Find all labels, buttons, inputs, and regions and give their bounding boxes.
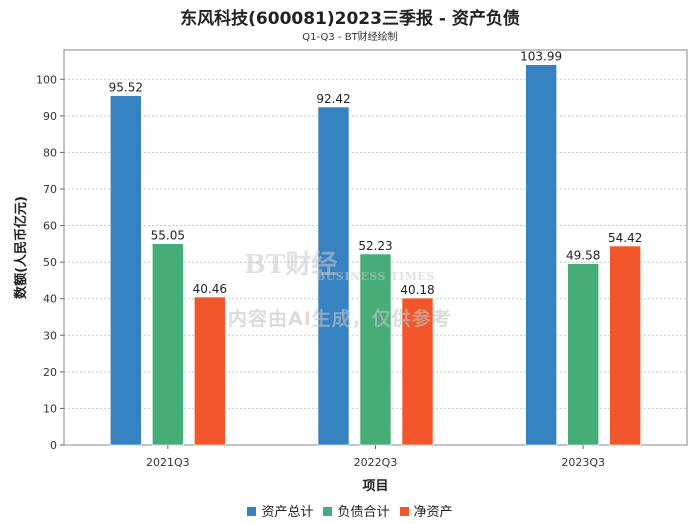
bar xyxy=(194,296,226,446)
bar xyxy=(401,297,434,446)
y-tick-label: 0 xyxy=(50,439,57,452)
x-tick-label: 2023Q3 xyxy=(561,456,605,469)
bar xyxy=(110,95,142,446)
legend: 资产总计 负债合计 净资产 xyxy=(0,501,700,520)
legend-label: 负债合计 xyxy=(337,505,390,520)
data-label: 54.42 xyxy=(608,231,642,245)
legend-swatch xyxy=(399,507,409,516)
y-tick-label: 60 xyxy=(43,220,57,233)
bar xyxy=(152,243,184,446)
legend-label: 资产总计 xyxy=(261,505,314,520)
data-label: 40.46 xyxy=(193,282,227,296)
legend-item: 净资产 xyxy=(399,501,453,520)
chart-title: 东风科技(600081)2023三季报 - 资产负债 xyxy=(180,9,520,29)
data-label: 92.42 xyxy=(316,92,350,106)
y-tick-label: 10 xyxy=(43,402,57,415)
bar xyxy=(567,263,599,446)
y-tick-label: 50 xyxy=(43,256,57,269)
data-label: 52.23 xyxy=(358,239,392,253)
x-tick-label: 2021Q3 xyxy=(146,456,190,469)
x-axis-label: 项目 xyxy=(362,479,388,494)
y-tick-label: 90 xyxy=(43,110,57,123)
data-label: 49.58 xyxy=(566,249,600,263)
y-tick-label: 80 xyxy=(43,146,57,159)
data-label: 95.52 xyxy=(109,81,143,95)
y-tick-label: 40 xyxy=(43,293,57,306)
chart-subtitle: Q1-Q3 - BT财经绘制 xyxy=(302,32,398,43)
bar xyxy=(317,106,350,446)
legend-swatch xyxy=(323,507,333,516)
y-tick-label: 30 xyxy=(43,329,57,342)
legend-item: 资产总计 xyxy=(247,501,313,520)
y-tick-label: 20 xyxy=(43,366,57,379)
data-label: 40.18 xyxy=(400,283,434,297)
data-label: 103.99 xyxy=(520,50,562,64)
data-label: 55.05 xyxy=(151,229,185,243)
x-tick-label: 2022Q3 xyxy=(354,456,398,469)
bar xyxy=(609,245,641,446)
legend-swatch xyxy=(247,507,257,516)
y-axis-label: 数额(人民币亿元) xyxy=(13,196,29,299)
bar xyxy=(525,64,557,446)
y-tick-label: 100 xyxy=(36,73,57,86)
bar xyxy=(359,253,392,446)
legend-item: 负债合计 xyxy=(323,501,390,520)
y-tick-label: 70 xyxy=(43,183,57,196)
legend-label: 净资产 xyxy=(413,505,453,520)
